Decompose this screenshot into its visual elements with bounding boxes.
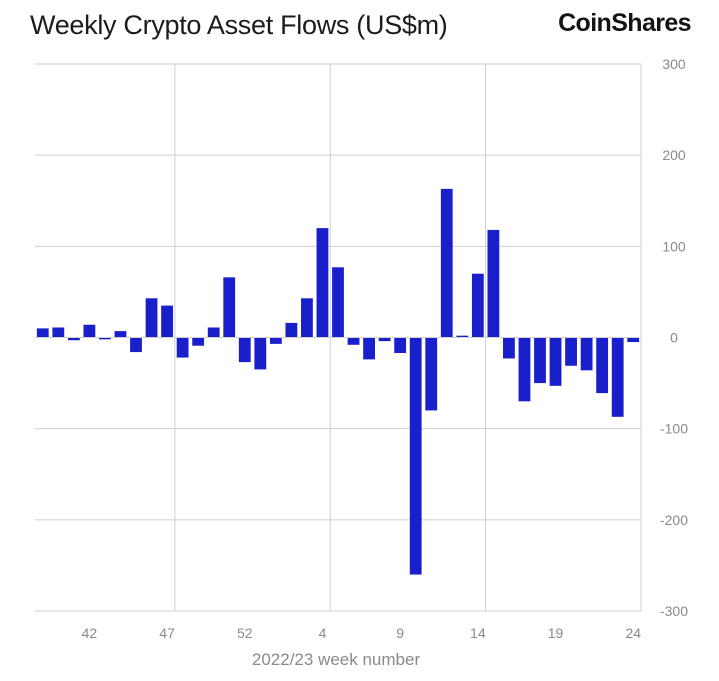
x-tick-label: 52 [237,625,253,641]
flow-bar [238,337,251,363]
x-tick-label: 9 [396,625,404,641]
flow-bar [534,337,546,384]
x-tick-label: 24 [625,625,641,641]
flow-bar [192,337,205,346]
flow-bar [83,324,96,338]
flow-bar [207,327,220,338]
flow-bar [394,337,407,353]
flow-bar [145,298,158,338]
flow-bar [347,337,360,345]
flow-bar [176,337,189,358]
flow-bar [316,228,329,338]
flow-bar [254,337,267,370]
flow-bar [565,337,577,366]
flow-bar [130,337,142,353]
x-tick-label: 19 [548,625,564,641]
tick-layer: 300 200 100 0 -100 -200 -300 42 47 52 4 9 14 19 24 [82,56,689,641]
flow-bar [52,327,65,338]
flow-bar [487,229,500,338]
flow-bar [627,337,640,343]
flow-bar [378,337,391,342]
flow-bar [440,188,453,338]
y-tick-label: 200 [662,147,686,163]
flow-bar [549,337,562,386]
flow-bar [332,267,344,338]
flow-bar [285,322,298,338]
flow-bar [409,337,422,575]
x-tick-label: 14 [470,625,486,641]
flow-bar [67,337,80,341]
flow-bar [456,335,469,338]
bar-layer [35,188,641,575]
x-tick-label: 42 [82,625,98,641]
flow-bar [425,337,438,411]
x-axis-label: 2022/23 week number [252,650,421,669]
flow-bar [518,337,531,402]
flow-bar [223,277,236,338]
y-tick-label: -200 [660,512,688,528]
x-tick-label: 4 [319,625,327,641]
flow-bar [269,337,282,344]
flow-bar [36,328,49,338]
flow-bar [471,273,484,338]
brand-logo: CoinShares [558,9,692,37]
flow-bar [363,337,375,360]
y-tick-label: -300 [660,603,688,619]
flow-bar [611,337,624,417]
flow-bar [503,337,515,359]
flow-bar [99,337,111,340]
chart-title: Weekly Crypto Asset Flows (US$m) [30,10,448,40]
flow-bar [580,337,593,371]
y-tick-label: 0 [670,330,678,346]
flow-bar [301,298,313,338]
y-tick-label: 100 [662,238,686,254]
flow-bar [114,331,127,338]
x-tick-label: 47 [159,625,175,641]
y-tick-label: -100 [660,421,688,437]
flow-bar [161,305,173,338]
y-tick-label: 300 [662,56,686,72]
flow-bar [596,337,609,394]
